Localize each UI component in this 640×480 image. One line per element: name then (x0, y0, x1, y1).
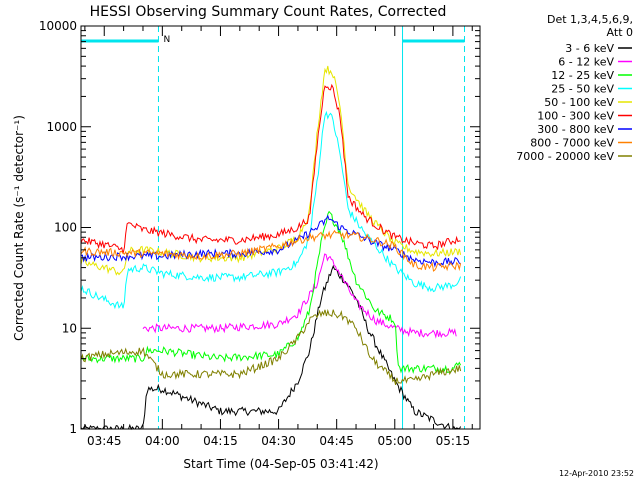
generated-timestamp: 12-Apr-2010 23:52 (559, 469, 634, 478)
legend-label: 300 - 800 keV (537, 123, 614, 136)
series-line-2 (80, 210, 462, 374)
x-tick-label: 04:45 (319, 434, 354, 448)
legend-label: 25 - 50 keV (551, 83, 614, 96)
x-tick-label: 04:00 (145, 434, 180, 448)
y-tick-label: 10 (62, 321, 77, 335)
series-line-0 (80, 264, 462, 431)
series-line-5 (80, 83, 461, 254)
series-line-3 (80, 110, 462, 310)
x-tick-label: 05:00 (377, 434, 412, 448)
legend-label: 6 - 12 keV (558, 56, 614, 69)
series-line-6 (80, 214, 461, 268)
legend-label: 100 - 300 keV (537, 110, 614, 123)
legend-label: 7000 - 20000 keV (516, 150, 614, 163)
x-tick-label: 03:45 (87, 434, 122, 448)
x-tick-label: 04:15 (203, 434, 238, 448)
legend-label: 3 - 6 keV (565, 42, 614, 55)
y-tick-label: 10000 (39, 19, 77, 33)
x-axis-label: Start Time (04-Sep-05 03:41:42) (183, 457, 378, 471)
x-axis: 03:45 04:00 04:15 04:30 04:45 05:00 05:15 (84, 26, 473, 448)
x-tick-label: 05:15 (436, 434, 471, 448)
y-axis-label: Corrected Count Rate (s⁻¹ detector⁻¹) (12, 115, 26, 341)
night-marker-label: N (163, 35, 170, 45)
y-tick-label: 1 (69, 422, 77, 436)
series-layer (80, 65, 462, 431)
legend-header-1: Det 1,3,4,5,6,9, (547, 13, 633, 26)
legend-label: 12 - 25 keV (551, 69, 614, 82)
series-line-1 (142, 253, 457, 339)
y-tick-label: 1000 (46, 120, 77, 134)
legend-header-2: Att 0 (607, 26, 633, 39)
legend-label: 50 - 100 keV (544, 96, 614, 109)
series-line-7 (80, 229, 462, 272)
series-line-8 (80, 308, 462, 386)
chart-title: HESSI Observing Summary Count Rates, Cor… (90, 4, 447, 20)
y-axis: 1 10 100 1000 10000 (39, 19, 480, 436)
y-tick-label: 100 (54, 221, 77, 235)
legend-label: 800 - 7000 keV (530, 137, 614, 150)
x-tick-label: 04:30 (261, 434, 296, 448)
